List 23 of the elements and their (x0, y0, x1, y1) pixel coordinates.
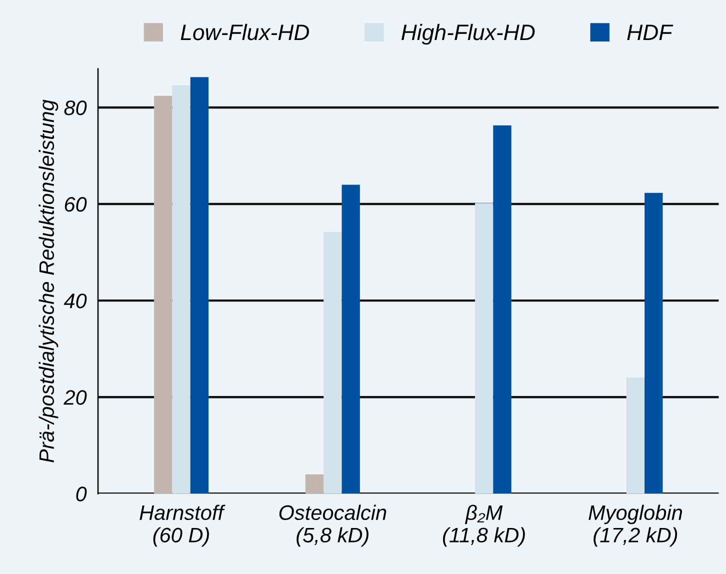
bar (493, 125, 512, 494)
y-tick-label: 0 (76, 486, 87, 502)
y-axis-title: Prä-/postdialytische Reduktionsleistung (38, 100, 58, 462)
bar (154, 96, 172, 494)
y-tick-label: 40 (64, 294, 87, 308)
bar (474, 203, 494, 494)
bar (644, 192, 663, 494)
legend-label: Low-Flux-HD (180, 24, 310, 40)
bar (305, 474, 324, 494)
legend-label: High-Flux-HD (402, 24, 535, 45)
bar (172, 85, 190, 494)
x-tick-label: Osteocalcin (5,8 kD) (279, 504, 386, 547)
bar (190, 77, 209, 494)
x-tick-label: β₂M (11,8 kD) (442, 504, 525, 547)
bar (342, 184, 360, 494)
legend-label: HDF (627, 24, 674, 40)
bar (626, 377, 645, 494)
y-tick-label: 20 (64, 390, 87, 405)
x-tick-label: Myoglobin (17,2 kD) (588, 504, 682, 547)
bar (324, 232, 342, 494)
y-tick-label: 60 (64, 197, 87, 212)
y-tick-label: 80 (64, 100, 87, 116)
x-tick-label: Harnstoff (60 D) (140, 504, 226, 547)
